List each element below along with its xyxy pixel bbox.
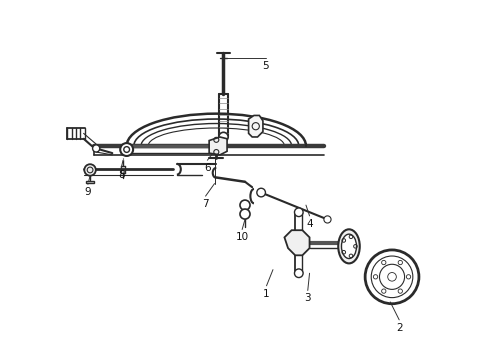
Text: 2: 2 <box>396 323 402 333</box>
Text: 10: 10 <box>236 232 249 242</box>
Text: 1: 1 <box>263 289 270 299</box>
Circle shape <box>294 208 303 217</box>
Circle shape <box>324 216 331 223</box>
Circle shape <box>257 188 266 197</box>
Polygon shape <box>285 230 310 255</box>
Ellipse shape <box>338 229 360 264</box>
Text: 9: 9 <box>85 187 91 197</box>
Text: 8: 8 <box>118 170 124 180</box>
Text: 5: 5 <box>263 61 269 71</box>
Circle shape <box>219 132 228 141</box>
Polygon shape <box>248 116 263 137</box>
Text: 3: 3 <box>304 293 311 303</box>
Text: 6: 6 <box>204 163 211 173</box>
Polygon shape <box>87 181 94 183</box>
Circle shape <box>294 269 303 278</box>
Text: 4: 4 <box>306 219 313 229</box>
Circle shape <box>240 209 250 219</box>
Polygon shape <box>209 137 227 155</box>
Ellipse shape <box>342 234 357 258</box>
Circle shape <box>120 143 133 156</box>
Circle shape <box>93 145 100 152</box>
Circle shape <box>84 164 96 176</box>
Text: 7: 7 <box>202 199 209 209</box>
Circle shape <box>240 200 250 210</box>
